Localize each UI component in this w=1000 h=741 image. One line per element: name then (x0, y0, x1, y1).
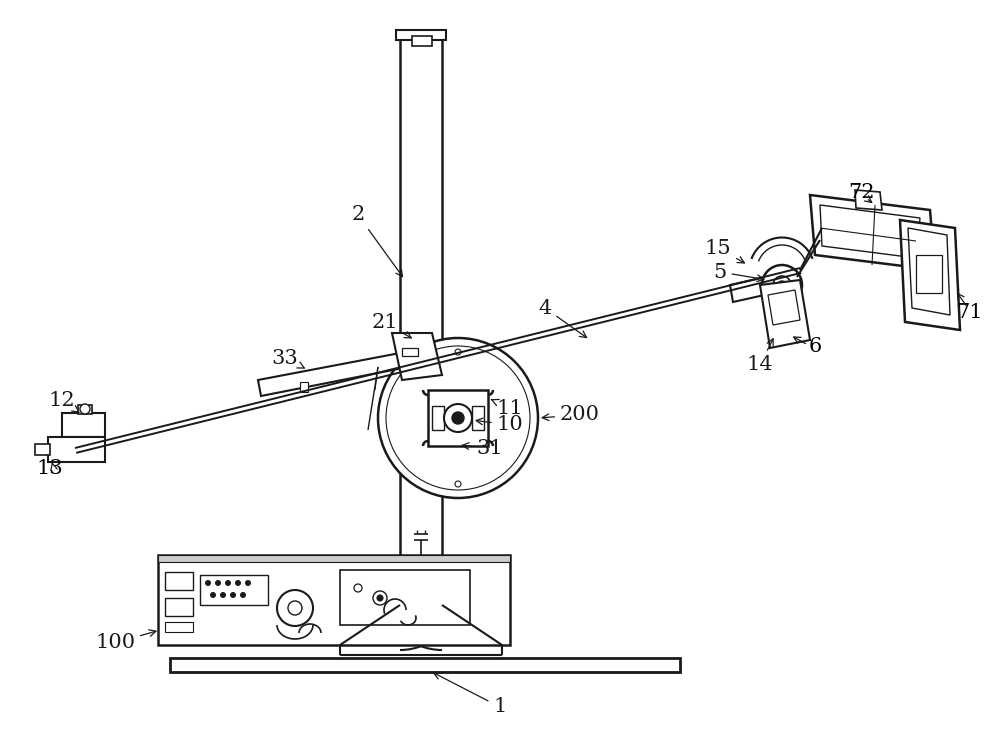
Text: 72: 72 (849, 182, 875, 202)
Circle shape (277, 590, 313, 626)
Circle shape (226, 580, 230, 585)
Text: 21: 21 (372, 313, 411, 338)
Polygon shape (400, 33, 442, 605)
Circle shape (246, 580, 250, 585)
Polygon shape (258, 353, 403, 396)
Circle shape (386, 346, 530, 490)
Polygon shape (810, 195, 935, 270)
Circle shape (773, 276, 791, 294)
Bar (432, 406, 444, 430)
Text: 6: 6 (808, 337, 822, 356)
Bar (412, 36, 432, 46)
Circle shape (455, 349, 461, 355)
Polygon shape (78, 405, 92, 414)
Circle shape (210, 593, 216, 597)
Circle shape (240, 593, 246, 597)
Circle shape (378, 338, 538, 498)
Polygon shape (820, 205, 920, 258)
Text: 100: 100 (95, 630, 156, 653)
Circle shape (288, 601, 302, 615)
Bar (916, 255, 942, 293)
Polygon shape (35, 444, 50, 455)
Circle shape (444, 404, 472, 432)
Text: 4: 4 (538, 299, 587, 338)
Text: 13: 13 (37, 459, 63, 477)
Circle shape (216, 580, 220, 585)
Bar (402, 348, 418, 356)
Text: 2: 2 (351, 205, 403, 276)
Circle shape (778, 281, 786, 289)
Text: 14: 14 (747, 339, 773, 374)
Polygon shape (760, 280, 810, 348)
Polygon shape (170, 658, 680, 672)
Bar (340, 570, 470, 625)
Polygon shape (768, 290, 800, 325)
Polygon shape (62, 413, 105, 437)
Bar (165, 598, 193, 616)
Text: 11: 11 (491, 399, 523, 417)
Circle shape (220, 593, 226, 597)
Bar (200, 575, 268, 605)
Bar (165, 572, 193, 590)
Circle shape (377, 595, 383, 601)
Circle shape (80, 404, 90, 414)
Text: 5: 5 (713, 262, 764, 282)
Circle shape (354, 584, 362, 592)
Polygon shape (730, 275, 778, 302)
Polygon shape (900, 220, 960, 330)
Text: 10: 10 (476, 416, 523, 434)
Text: 15: 15 (705, 239, 744, 263)
Circle shape (455, 481, 461, 487)
Polygon shape (158, 555, 510, 645)
Circle shape (762, 265, 802, 305)
Text: 1: 1 (434, 673, 507, 717)
Circle shape (373, 591, 387, 605)
Polygon shape (158, 555, 510, 562)
Bar (428, 390, 488, 446)
Bar (472, 406, 484, 430)
Circle shape (230, 593, 236, 597)
Circle shape (206, 580, 210, 585)
Text: 200: 200 (542, 405, 600, 425)
Polygon shape (908, 228, 950, 315)
Polygon shape (48, 437, 105, 462)
Bar (165, 622, 193, 632)
Polygon shape (855, 190, 882, 210)
Text: 71: 71 (957, 304, 983, 322)
Polygon shape (396, 30, 446, 40)
Circle shape (452, 412, 464, 424)
Text: 33: 33 (272, 348, 304, 368)
Polygon shape (392, 333, 442, 380)
Text: 12: 12 (49, 391, 79, 412)
Text: 31: 31 (462, 439, 503, 457)
Circle shape (236, 580, 240, 585)
Bar (300, 382, 308, 392)
